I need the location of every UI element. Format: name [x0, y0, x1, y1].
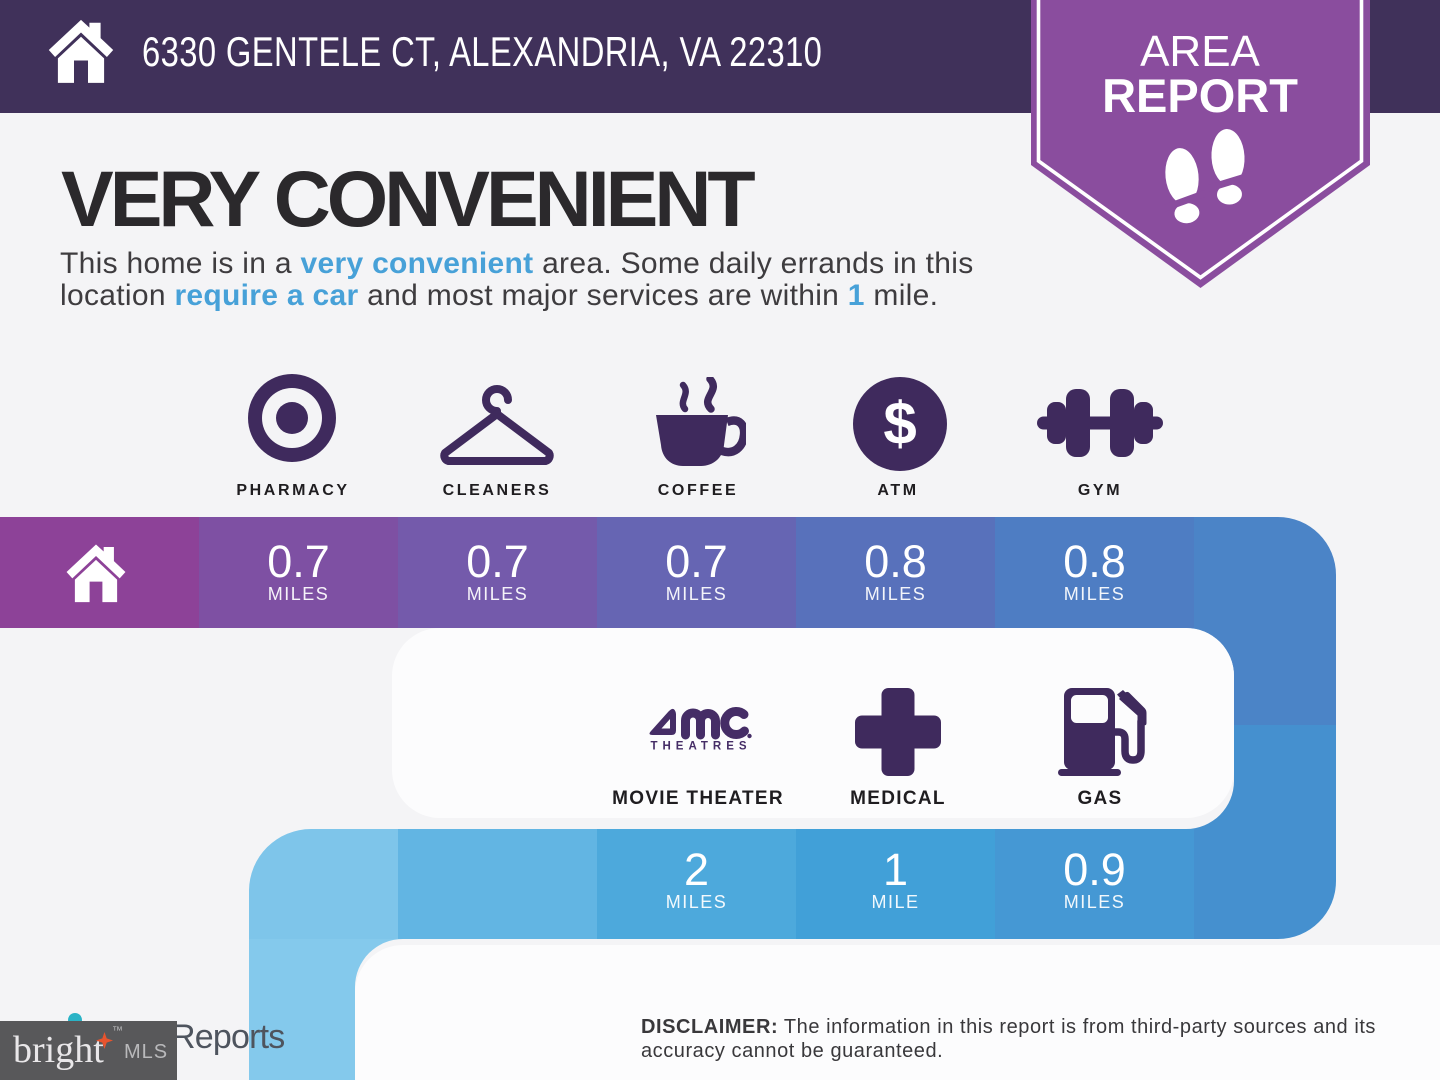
svg-text:REPORT: REPORT: [1102, 69, 1298, 122]
svg-text:THEATRES: THEATRES: [650, 741, 751, 753]
svg-text:AREA: AREA: [1140, 27, 1260, 76]
svg-text:$: $: [883, 390, 916, 457]
